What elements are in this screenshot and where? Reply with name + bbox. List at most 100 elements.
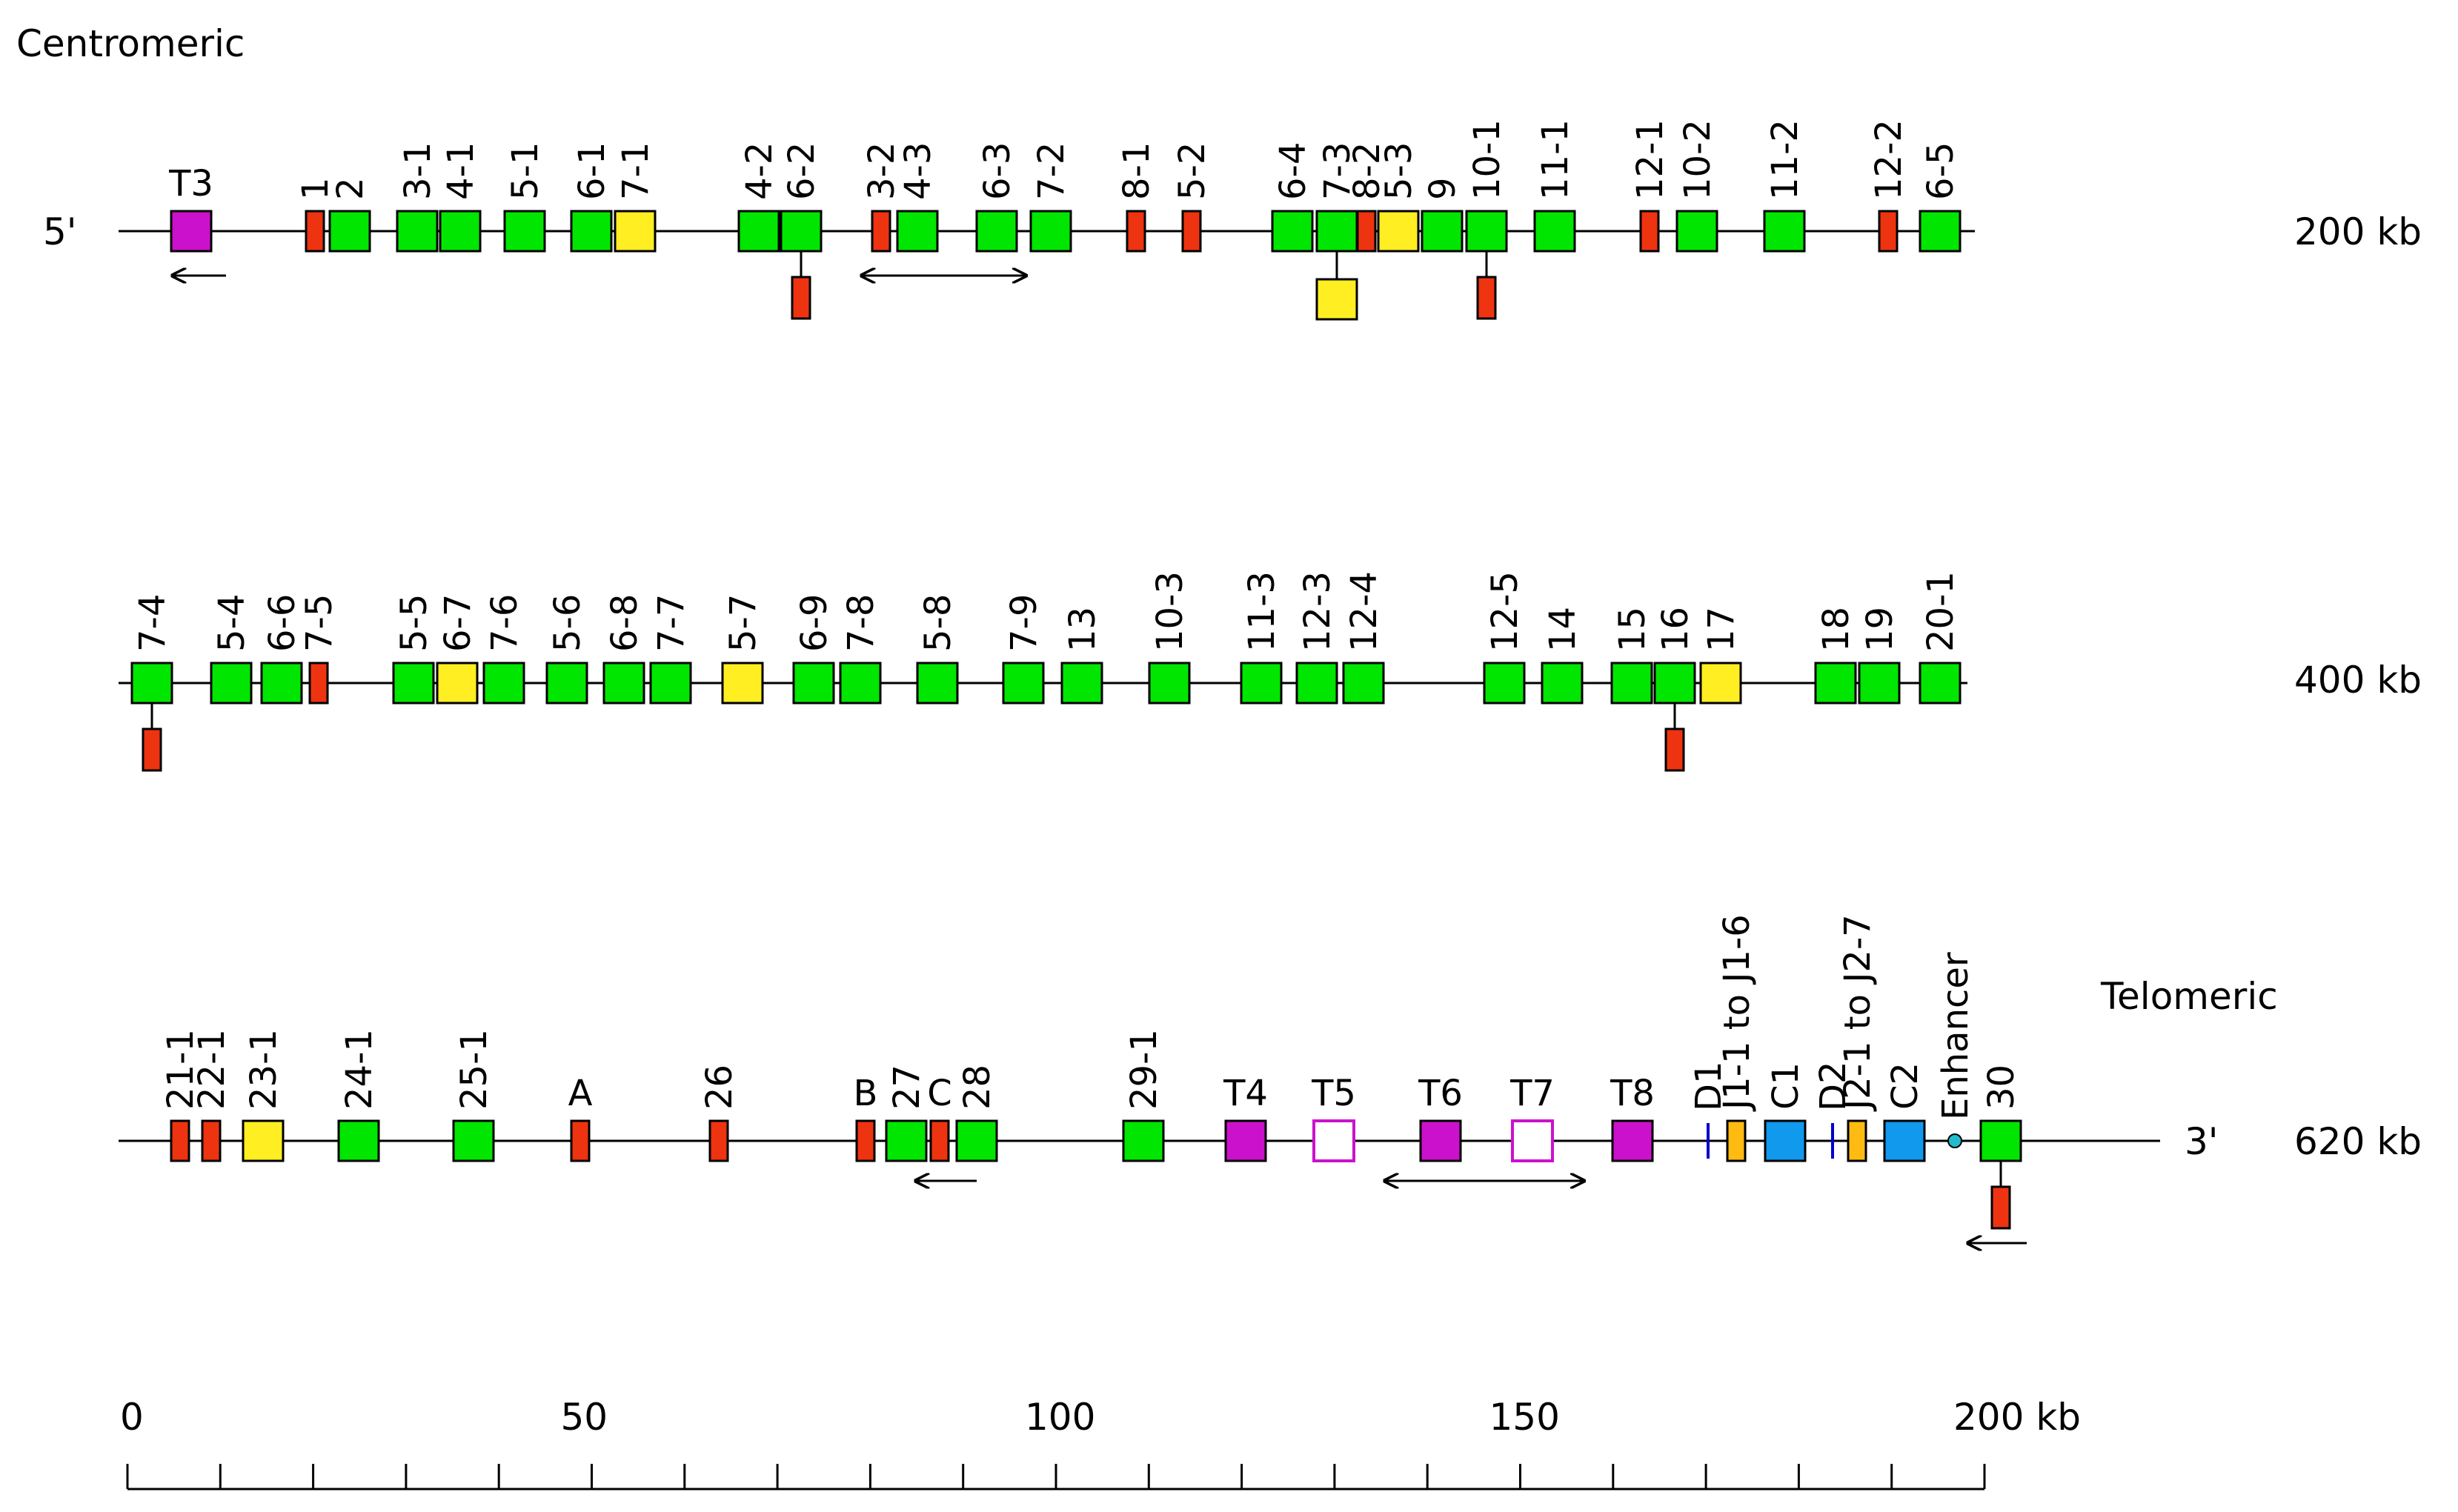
row3-23-1-label: 23-1: [243, 1029, 285, 1110]
row3-c2-constant-gene: [1883, 1119, 1926, 1162]
row3-24-1-label: 24-1: [339, 1029, 380, 1110]
row1-11-2-functional-gene: [1763, 210, 1806, 253]
row3-22-1-label: 22-1: [191, 1029, 233, 1110]
scale-bar: 0 50 100 150 200 kb: [120, 1396, 2081, 1491]
row1-2-label: 2: [330, 177, 371, 200]
row3-26-pseudogene: [708, 1119, 729, 1162]
row3-t6-label: T6: [1418, 1073, 1463, 1114]
row1-4-3-label: 4-3: [897, 142, 939, 200]
row2-20-1-label: 20-1: [1920, 571, 1962, 652]
row2-12-3-functional-gene: [1295, 662, 1338, 705]
row3-t4-trypsinogen-gene: [1224, 1119, 1267, 1162]
scale-label-0: 0: [120, 1396, 144, 1439]
row1-4-3-functional-gene: [896, 210, 939, 253]
row3-30-pseudogene-variant: [1990, 1185, 2011, 1230]
row3-d2-label: D2: [1813, 1062, 1854, 1112]
row2-5-4-functional-gene: [210, 662, 253, 705]
row1-6-5-label: 6-5: [1920, 142, 1962, 200]
row1-1-pseudogene: [305, 210, 325, 253]
row2-5-7-orf-gene: [721, 662, 764, 705]
row1-6-2-pseudogene-variant: [791, 276, 811, 320]
row1-7-1-label: 7-1: [615, 142, 657, 200]
enhancer-element: [1947, 1133, 1962, 1148]
row2-10-3-label: 10-3: [1149, 571, 1191, 652]
scale-label-4: 200 kb: [1953, 1396, 2081, 1439]
row3-29-1-label: 29-1: [1123, 1029, 1165, 1110]
row1-9-functional-gene: [1421, 210, 1464, 253]
row3-t7-label: T7: [1509, 1073, 1555, 1114]
row3-c1-constant-gene: [1764, 1119, 1807, 1162]
row1-11-1-functional-gene: [1533, 210, 1576, 253]
row2-14-functional-gene: [1541, 662, 1584, 705]
row3-j2-1-to-j2-7-label: J2-1 to J2-7: [1837, 914, 1879, 1112]
scale-label-1: 50: [561, 1396, 608, 1439]
row2-5-7-label: 5-7: [723, 594, 764, 652]
row1-7-2-functional-gene: [1029, 210, 1072, 253]
row3-a-pseudogene: [570, 1119, 591, 1162]
row3-25-1-label: 25-1: [454, 1029, 495, 1110]
row3-b-pseudogene: [855, 1119, 876, 1162]
row2-17-orf-gene: [1699, 662, 1742, 705]
row1-6-3-label: 6-3: [977, 142, 1018, 200]
row1-6-2-functional-gene: [780, 210, 823, 253]
row2-12-3-label: 12-3: [1297, 571, 1338, 652]
row3-t5-trypsinogen-pseudogene: [1312, 1119, 1355, 1162]
row1-12-1-pseudogene: [1639, 210, 1660, 253]
row3-25-1-functional-gene: [452, 1119, 495, 1162]
row2-12-4-functional-gene: [1342, 662, 1385, 705]
row3-enhancer-label: Enhancer: [1935, 952, 1976, 1120]
row2-17-label: 17: [1701, 607, 1742, 652]
row3-27-label: 27: [886, 1065, 928, 1110]
row2-5-4-label: 5-4: [211, 594, 253, 652]
row1-5-1-functional-gene: [503, 210, 546, 253]
row1-4-1-label: 4-1: [440, 142, 482, 200]
row1-6-1-label: 6-1: [571, 142, 613, 200]
row1-t3-label: T3: [168, 163, 213, 204]
row1-3-2-label: 3-2: [861, 142, 903, 200]
row2-12-4-label: 12-4: [1343, 571, 1385, 652]
row1-3-1-label: 3-1: [397, 142, 439, 200]
telomeric-label: Telomeric: [2100, 975, 2278, 1018]
row3-28-label: 28: [957, 1065, 998, 1110]
row1-4-2-functional-gene: [737, 210, 780, 253]
row2-11-3-label: 11-3: [1241, 571, 1283, 652]
gene-elements: [130, 210, 2022, 1230]
row2-18-functional-gene: [1814, 662, 1857, 705]
row2-kb-label: 400 kb: [2294, 659, 2422, 702]
row1-3-1-functional-gene: [396, 210, 439, 253]
row2-10-3-functional-gene: [1148, 662, 1191, 705]
row3-30-functional-gene: [1979, 1119, 2022, 1162]
row3-30-label: 30: [1981, 1065, 2022, 1110]
row3-t8-trypsinogen-gene: [1611, 1119, 1654, 1162]
row3-29-1-functional-gene: [1122, 1119, 1165, 1162]
row2-13-label: 13: [1062, 607, 1103, 652]
row3-d1-label: D1: [1688, 1062, 1730, 1112]
row2-7-9-label: 7-9: [1003, 594, 1045, 652]
centromeric-label: Centromeric: [16, 22, 245, 65]
row1-6-1-functional-gene: [570, 210, 613, 253]
row3-b-label: B: [854, 1073, 878, 1114]
row2-12-5-functional-gene: [1483, 662, 1526, 705]
row2-5-5-functional-gene: [392, 662, 435, 705]
row3-t7-trypsinogen-pseudogene: [1511, 1119, 1554, 1162]
row2-16-label: 16: [1655, 607, 1696, 652]
row3-t4-label: T4: [1223, 1073, 1268, 1114]
row3-22-1-pseudogene: [201, 1119, 222, 1162]
row1-5-3-orf-gene: [1377, 210, 1420, 253]
row1-8-1-pseudogene: [1126, 210, 1146, 253]
row2-6-8-functional-gene: [602, 662, 645, 705]
row2-6-9-functional-gene: [792, 662, 835, 705]
row3-c-pseudogene: [929, 1119, 950, 1162]
row3-t6-trypsinogen-gene: [1419, 1119, 1462, 1162]
row1-7-3-label: 7-3: [1317, 142, 1358, 200]
row2-5-8-functional-gene: [916, 662, 959, 705]
row2-7-6-functional-gene: [482, 662, 525, 705]
row1-5-2-pseudogene: [1181, 210, 1202, 253]
row3-a-label: A: [568, 1073, 593, 1114]
row1-7-2-label: 7-2: [1031, 142, 1072, 200]
row2-15-label: 15: [1612, 607, 1653, 652]
row2-7-6-label: 7-6: [484, 594, 525, 652]
row1-6-5-functional-gene: [1919, 210, 1962, 253]
row3-kb-label: 620 kb: [2294, 1120, 2422, 1163]
